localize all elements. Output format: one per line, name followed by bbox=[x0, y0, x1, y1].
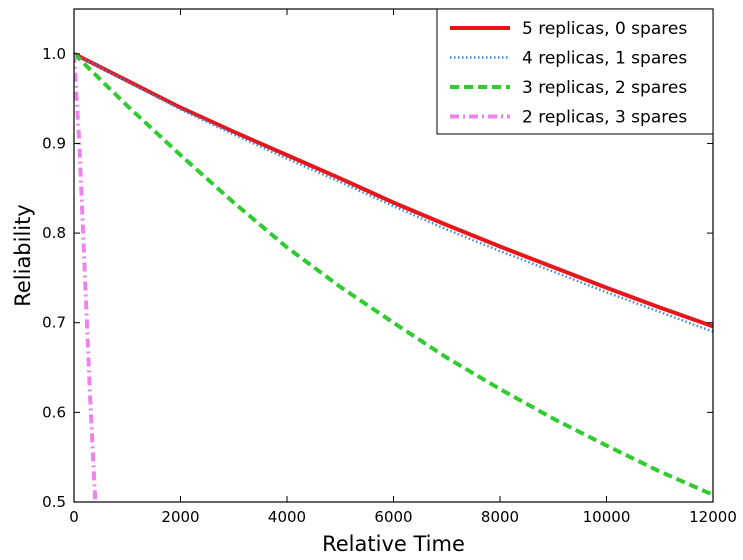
x-tick-label: 6000 bbox=[374, 508, 412, 526]
series-layer bbox=[74, 52, 713, 502]
legend-entry-label: 4 replicas, 1 spares bbox=[522, 49, 687, 69]
y-axis-label: Reliability bbox=[11, 204, 35, 307]
y-tick-label: 0.7 bbox=[42, 314, 66, 332]
legend-entry-label: 3 replicas, 2 spares bbox=[522, 78, 687, 98]
x-tick-label: 10000 bbox=[583, 508, 631, 526]
legend-entry-label: 5 replicas, 0 spares bbox=[522, 19, 687, 39]
y-tick-label: 0.9 bbox=[42, 134, 66, 152]
series-line-1 bbox=[74, 52, 713, 329]
x-tick-label: 4000 bbox=[268, 508, 306, 526]
y-tick-label: 1.0 bbox=[42, 45, 66, 63]
x-tick-label: 12000 bbox=[689, 508, 737, 526]
series-line-4 bbox=[74, 53, 98, 502]
x-tick-label: 8000 bbox=[481, 508, 519, 526]
series-line-2 bbox=[74, 52, 713, 333]
series-line-3 bbox=[74, 52, 713, 497]
legend: 5 replicas, 0 spares 4 replicas, 1 spares… bbox=[436, 8, 714, 135]
y-tick-label: 0.6 bbox=[42, 403, 66, 421]
x-tick-label: 2000 bbox=[161, 508, 199, 526]
x-tick-label: 0 bbox=[69, 508, 79, 526]
y-tick-label: 0.8 bbox=[42, 224, 66, 242]
x-axis-label: Relative Time bbox=[322, 532, 465, 556]
y-tick-label: 0.5 bbox=[42, 493, 66, 511]
legend-entry-label: 2 replicas, 3 spares bbox=[522, 108, 687, 128]
